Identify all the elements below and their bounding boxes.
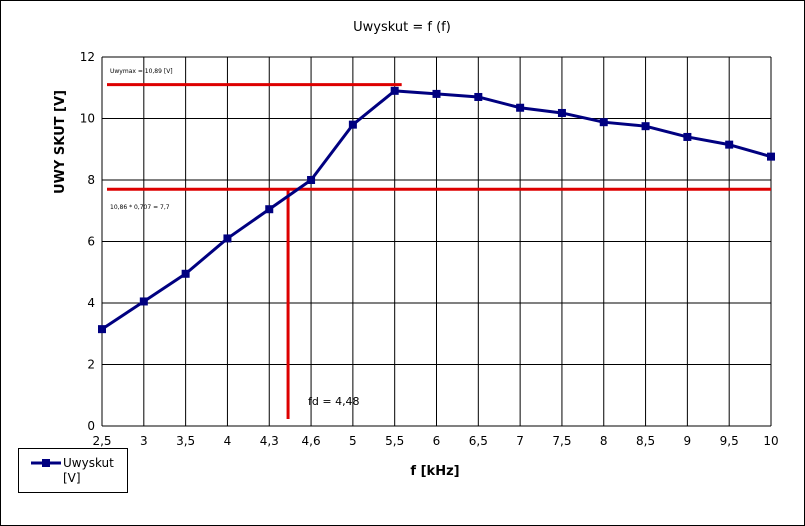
- umax-annotation: Uwymax = 10,89 [V]: [110, 68, 173, 75]
- tick-labels: 2,5 3 3,5 4 4,3 4,6 5 5,5 6 6,5 7 7,5 8 8,5 9 9,5 10 0 2 4 6…: [80, 50, 779, 448]
- data-point: [181, 269, 190, 278]
- legend: Uwyskut [V]: [18, 448, 128, 493]
- x-tick-label: 8: [600, 434, 608, 448]
- data-point: [557, 108, 566, 117]
- data-point: [683, 132, 692, 141]
- legend-text: Uwyskut [V]: [63, 456, 123, 486]
- fd-annotation: fd = 4,48: [308, 395, 360, 408]
- x-tick-label: 9: [684, 434, 692, 448]
- data-point: [767, 152, 775, 161]
- x-tick-label: 8,5: [636, 434, 655, 448]
- cutoff-annotation: 10,86 * 0,707 = 7,7: [110, 204, 170, 211]
- x-tick-label: 9,5: [720, 434, 739, 448]
- chart-title: Uwyskut = f (f): [353, 20, 451, 35]
- y-tick-label: 6: [87, 235, 95, 249]
- x-tick-label: 4,3: [260, 434, 279, 448]
- x-tick-label: 6: [433, 434, 441, 448]
- data-point: [516, 103, 525, 112]
- y-tick-label: 12: [80, 50, 95, 64]
- x-tick-label: 6,5: [469, 434, 488, 448]
- x-tick-label: 10: [763, 434, 778, 448]
- data-point: [307, 176, 316, 184]
- data-point: [599, 118, 608, 127]
- annotation-lines: [107, 83, 771, 419]
- x-tick-label: 5,5: [385, 434, 404, 448]
- x-axis-label: f [kHz]: [410, 464, 459, 479]
- data-point: [432, 89, 441, 98]
- y-tick-label: 4: [87, 296, 95, 310]
- data-point: [348, 120, 357, 129]
- y-tick-label: 2: [87, 358, 95, 372]
- data-point: [139, 297, 148, 306]
- x-tick-label: 3,5: [176, 434, 195, 448]
- data-point: [474, 92, 483, 101]
- legend-line-2: [V]: [63, 471, 81, 485]
- data-point: [390, 86, 399, 95]
- x-tick-label: 7: [516, 434, 524, 448]
- x-tick-label: 4,6: [302, 434, 321, 448]
- legend-swatch: [31, 459, 61, 467]
- data-point: [223, 234, 232, 243]
- data-point: [265, 205, 274, 214]
- x-tick-label: 2,5: [92, 434, 111, 448]
- data-point: [641, 122, 650, 131]
- y-tick-label: 0: [87, 419, 95, 433]
- y-axis-label: UWY SKUT [V]: [53, 90, 68, 194]
- data-point: [98, 325, 106, 334]
- y-tick-label: 10: [80, 112, 95, 126]
- x-tick-label: 5: [349, 434, 357, 448]
- y-tick-label: 8: [87, 173, 95, 187]
- x-tick-label: 3: [140, 434, 148, 448]
- data-point: [725, 140, 734, 149]
- legend-line-1: Uwyskut: [63, 456, 114, 470]
- x-tick-label: 7,5: [552, 434, 571, 448]
- grid-lines: [101, 56, 772, 427]
- x-tick-label: 4: [224, 434, 232, 448]
- series-group: [98, 86, 775, 334]
